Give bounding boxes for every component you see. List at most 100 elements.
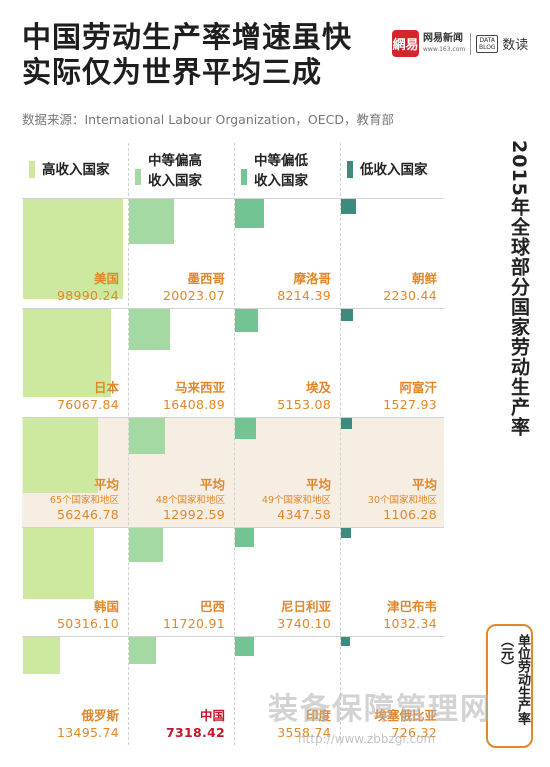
productivity-value: 3740.10 (277, 616, 331, 631)
productivity-value: 3558.74 (277, 725, 331, 740)
netease-logo-icon: 網易 (392, 30, 419, 57)
value-square (235, 309, 258, 332)
value-square (129, 637, 157, 665)
country-name: 平均 (411, 477, 437, 492)
productivity-value: 56246.78 (56, 507, 119, 522)
productivity-value: 726.32 (391, 725, 437, 740)
average-sample-note: 49个国家和地区 (261, 495, 331, 506)
productivity-value: 16408.89 (162, 397, 225, 412)
value-square (235, 528, 255, 548)
logo-divider (470, 32, 472, 55)
country-name: 朝鲜 (411, 271, 437, 286)
productivity-value: 1527.93 (383, 397, 437, 412)
side-title: 2015年全球部分国家劳动生产率 (508, 140, 530, 437)
productivity-grid: 高收入国家美国 98990.24 日本 76067.84 平均 65个国家和地区 56246… (22, 143, 444, 745)
column-swatch-4 (347, 161, 353, 178)
country-name: 韩国 (93, 599, 119, 614)
average-sample-note: 65个国家和地区 (49, 495, 119, 506)
brand-name: 网易新闻 (423, 32, 463, 44)
productivity-value: 5153.08 (277, 397, 331, 412)
row-divider-1 (22, 198, 444, 199)
productivity-value: 7318.42 (165, 725, 225, 740)
column-header-3: 中等偏低 收入国家 (234, 143, 334, 195)
country-name: 阿富汗 (399, 380, 437, 395)
value-square (341, 309, 354, 322)
value-square (23, 418, 99, 494)
value-square (23, 528, 95, 600)
productivity-value: 76067.84 (56, 397, 119, 412)
country-name: 津巴布韦 (386, 599, 437, 614)
column-header-4: 低收入国家 (340, 143, 440, 195)
country-name: 埃及 (305, 380, 331, 395)
value-square (235, 637, 254, 656)
value-square (129, 309, 170, 350)
value-square (23, 637, 60, 674)
country-name: 印度 (305, 708, 331, 723)
watermark-url: http://www.zbbzgl.com (298, 732, 436, 746)
value-square (341, 637, 350, 646)
data-blog-icon: DATA BLOG (476, 34, 499, 53)
column-header-line-1: 中等偏高 (148, 153, 202, 169)
column-divider-1 (128, 143, 129, 745)
column-header-line-2: 收入国家 (148, 173, 202, 189)
country-name: 日本 (93, 380, 119, 395)
country-name: 俄罗斯 (81, 708, 119, 723)
watermark: 装备保障管理网 (268, 692, 492, 727)
productivity-value: 2230.44 (383, 288, 437, 303)
country-name: 美国 (93, 271, 119, 286)
row-divider-5 (22, 636, 444, 637)
unit-label: 单位劳动生产率（元） (498, 634, 530, 725)
value-square (23, 309, 111, 397)
data-section-label: 数读 (502, 38, 529, 53)
column-header-line-1: 中等偏低 (254, 153, 308, 169)
country-name: 平均 (199, 477, 225, 492)
value-square (235, 418, 256, 439)
column-header-label: 高收入国家 (42, 162, 110, 178)
country-name: 摩洛哥 (293, 271, 331, 286)
value-square (129, 528, 164, 563)
country-name: 埃塞俄比亚 (374, 708, 437, 723)
column-swatch-3 (241, 169, 247, 185)
value-square (23, 199, 123, 299)
column-header-label: 低收入国家 (360, 162, 428, 178)
country-name: 平均 (305, 477, 331, 492)
value-square (129, 418, 166, 455)
value-square (341, 199, 356, 214)
column-header-2: 中等偏高 收入国家 (128, 143, 228, 195)
unit-label-box: 单位劳动生产率（元） (486, 624, 533, 748)
productivity-value: 12992.59 (162, 507, 225, 522)
country-name: 墨西哥 (187, 271, 225, 286)
average-sample-note: 30个国家和地区 (367, 495, 437, 506)
value-square (129, 199, 174, 244)
column-header-line-2: 收入国家 (254, 173, 308, 189)
country-name: 马来西亚 (174, 380, 225, 395)
column-header-1: 高收入国家 (22, 143, 122, 195)
value-square (235, 199, 264, 228)
title-line-2: 实际仅为世界平均三成 (22, 55, 323, 89)
column-divider-2 (234, 143, 235, 745)
productivity-value: 98990.24 (56, 288, 119, 303)
column-header-label: 中等偏高 收入国家 (148, 151, 202, 191)
column-divider-3 (340, 143, 341, 745)
brand-logo: 網易 网易新闻 www.163.com DATA BLOG 数读 (392, 30, 528, 57)
column-header-label: 中等偏低 收入国家 (254, 151, 308, 191)
row-divider-3 (22, 417, 444, 418)
row-divider-4 (22, 527, 444, 528)
country-name: 中国 (199, 708, 225, 723)
brand-text: 网易新闻 www.163.com (423, 33, 465, 55)
country-name: 巴西 (199, 599, 225, 614)
title-line-1: 中国劳动生产率增速虽快 (22, 20, 353, 54)
value-square (341, 528, 352, 539)
productivity-value: 11720.91 (162, 616, 225, 631)
country-name: 尼日利亚 (280, 599, 331, 614)
row-divider-2 (22, 308, 444, 309)
country-name: 平均 (93, 477, 119, 492)
productivity-value: 1032.34 (383, 616, 437, 631)
column-swatch-1 (29, 161, 35, 178)
productivity-value: 1106.28 (383, 507, 437, 522)
column-swatch-2 (135, 169, 141, 185)
productivity-value: 4347.58 (277, 507, 331, 522)
value-square (341, 418, 352, 429)
page-title: 中国劳动生产率增速虽快 实际仅为世界平均三成 (22, 20, 382, 90)
brand-url: www.163.com (423, 45, 466, 53)
